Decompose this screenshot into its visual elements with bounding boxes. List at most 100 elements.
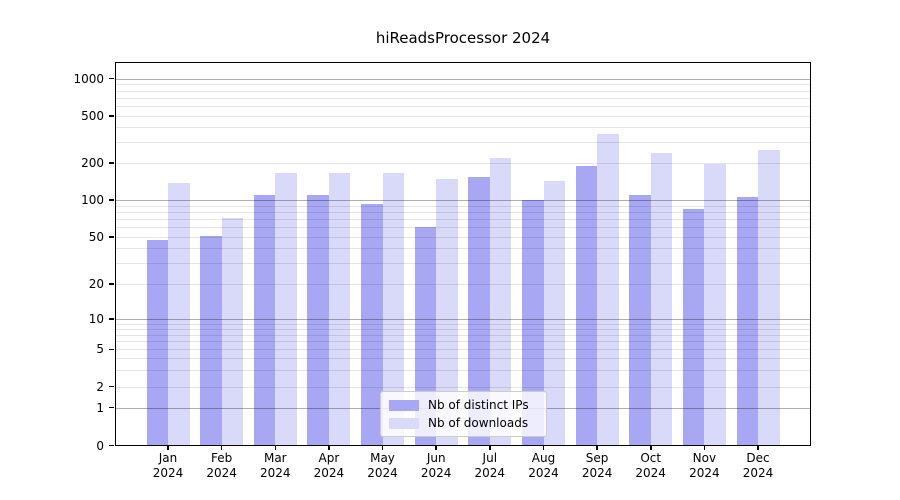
gridline-minor (116, 328, 810, 330)
gridline-minor (116, 219, 810, 220)
gridline-minor (116, 97, 810, 99)
bar-downloads (597, 134, 619, 445)
x-axis-tick-label-line: 2024 (528, 466, 559, 480)
x-axis-tick (328, 446, 330, 450)
gridline-minor (116, 142, 810, 144)
gridline-major (116, 200, 810, 201)
x-axis-tick-label-line: Nov (692, 451, 717, 465)
x-axis-tick-label-line: Apr (318, 451, 340, 465)
bar-distinct-ips (736, 196, 758, 445)
x-axis-tick-label-line: 2024 (742, 466, 774, 480)
gridline-minor (116, 284, 810, 285)
x-axis-tick (542, 446, 545, 450)
x-axis-tick-label-line: 2024 (152, 466, 184, 480)
legend: Nb of distinct IPs Nb of downloads (380, 391, 547, 437)
x-axis-tick-label: Aug 2024 (512, 451, 576, 481)
chart-title: hiReadsProcessor 2024 (375, 29, 551, 47)
x-axis-tick-label: Apr 2024 (297, 451, 361, 481)
bar-distinct-ips (575, 165, 598, 445)
x-axis-tick-label-line: Oct (640, 451, 662, 465)
y-axis-tick-label: 500 (81, 109, 104, 123)
bar-downloads (758, 149, 780, 445)
x-axis-tick-label-line: 2024 (420, 466, 452, 480)
x-axis-tick-label-line: Dec (746, 451, 770, 465)
legend-item-distinct-ips: Nb of distinct IPs (389, 396, 538, 414)
x-axis-tick (435, 446, 437, 450)
gridline-minor (116, 386, 810, 388)
bar-downloads (650, 153, 673, 445)
y-axis-tick (109, 199, 114, 201)
gridline-minor (116, 116, 810, 117)
legend-swatch-distinct-ips (389, 399, 419, 411)
x-axis-tick-label-line: Mar (263, 451, 287, 465)
x-axis-tick (274, 446, 276, 450)
y-axis-tick (109, 318, 114, 320)
y-axis-tick-label: 2 (96, 379, 104, 394)
bar-distinct-ips (307, 194, 329, 445)
x-axis-tick-label: Jul 2024 (458, 451, 522, 481)
y-axis-tick (109, 236, 114, 238)
bar-distinct-ips (361, 203, 383, 445)
x-axis-tick-label-line: 2024 (689, 466, 720, 480)
gridline-minor (116, 341, 810, 343)
y-axis-tick-label: 100 (81, 193, 104, 207)
gridline-minor (116, 349, 810, 351)
y-axis-tick (109, 77, 114, 80)
y-axis-tick (109, 385, 114, 388)
x-axis-tick-label-line: 2024 (367, 466, 398, 480)
y-axis-tick-label: 1 (96, 400, 104, 415)
bar-distinct-ips (414, 227, 437, 445)
gridline-minor (116, 370, 810, 372)
gridline-minor (116, 334, 810, 336)
y-axis-tick (109, 406, 114, 409)
x-axis-tick-label-line: 2024 (260, 466, 291, 480)
bar-downloads (382, 172, 404, 445)
y-axis-tick-label: 5 (96, 342, 104, 357)
gridline-minor (116, 227, 810, 229)
x-axis-tick-label-line: Jul (482, 451, 498, 465)
x-axis-tick-label: Sep 2024 (565, 451, 629, 481)
legend-swatch-downloads (389, 417, 419, 429)
y-axis-tick (109, 283, 114, 285)
bar-distinct-ips (146, 240, 168, 445)
bar-downloads (328, 172, 351, 445)
x-axis-tick-label-line: 2024 (206, 466, 237, 480)
gridline-minor (116, 358, 810, 360)
legend-item-downloads: Nb of downloads (389, 414, 538, 432)
gridline-minor (116, 323, 810, 325)
x-axis-tick-label: Mar 2024 (243, 451, 307, 481)
y-axis-tick-label: 1000 (73, 71, 104, 86)
bar-downloads (704, 164, 726, 445)
x-axis-tick-label-line: 2024 (635, 466, 666, 480)
gridline-minor (116, 211, 810, 213)
x-axis-tick-label: Jun 2024 (404, 451, 468, 481)
x-axis-tick-label: Nov 2024 (672, 451, 736, 481)
x-axis-tick-label-line: 2024 (581, 466, 613, 480)
x-axis-tick-label: May 2024 (351, 451, 415, 481)
x-axis-tick-label-line: Jan (158, 451, 178, 465)
bar-downloads (221, 217, 244, 445)
x-axis-tick-label: Oct 2024 (619, 451, 683, 481)
x-axis-tick (650, 446, 652, 450)
x-axis-tick (757, 446, 759, 450)
bar-downloads (436, 179, 458, 445)
legend-label-downloads: Nb of downloads (428, 416, 529, 430)
y-axis-tick-label: 0 (96, 438, 104, 453)
x-axis-tick (596, 446, 598, 450)
gridline-major (116, 78, 810, 80)
y-axis-tick (109, 348, 114, 351)
y-axis-tick (109, 444, 114, 447)
x-axis-tick-label-line: Feb (210, 451, 233, 465)
gridline-major (116, 319, 810, 320)
x-axis-tick-label: Jan 2024 (136, 451, 200, 481)
gridline-minor (116, 263, 810, 265)
x-axis-tick (703, 446, 706, 450)
gridline-minor (116, 90, 810, 92)
x-axis-tick (220, 446, 223, 450)
gridline-minor (116, 127, 810, 129)
x-axis-tick-label-line: Aug (531, 451, 556, 465)
y-axis-tick-label: 20 (88, 277, 104, 291)
gridline-minor (116, 237, 810, 238)
bar-distinct-ips (468, 177, 490, 445)
